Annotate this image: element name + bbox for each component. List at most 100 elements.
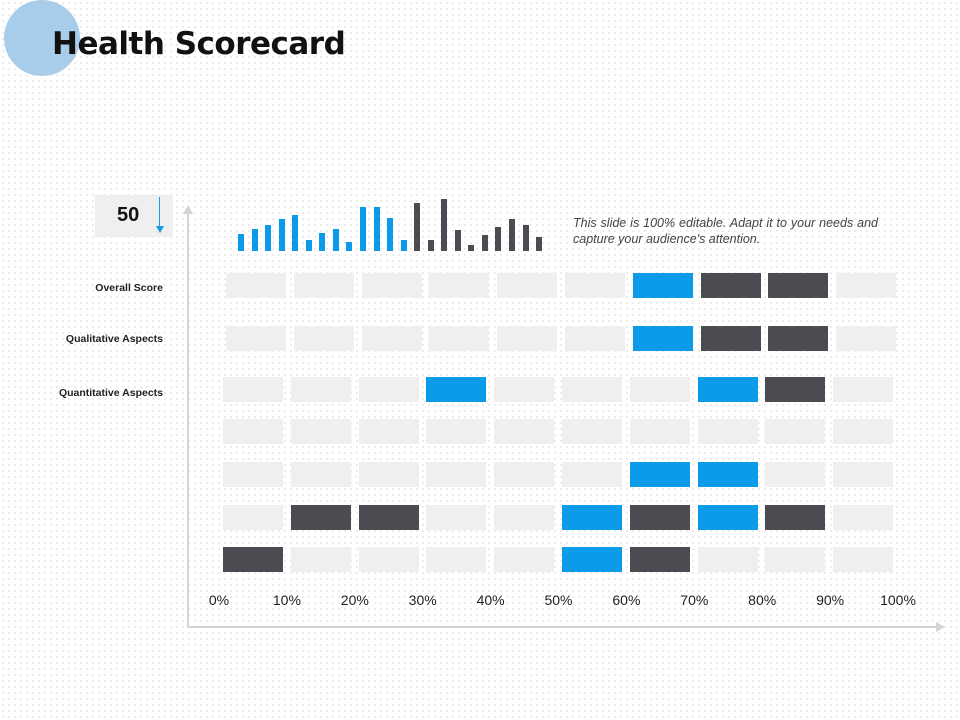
editable-note: This slide is 100% editable. Adapt it to… — [573, 216, 878, 246]
sparkline-bar — [346, 242, 353, 251]
score-cell-light — [765, 419, 826, 444]
score-cell-light — [765, 547, 826, 572]
sparkline-bar — [373, 207, 380, 251]
score-cell-light — [290, 419, 351, 444]
decorative-circle — [4, 0, 80, 76]
score-cell-light — [358, 547, 419, 572]
score-cell-light — [494, 419, 555, 444]
score-cell-light — [562, 419, 622, 444]
score-cell-light — [565, 273, 625, 298]
score-cell-light — [497, 326, 558, 351]
score-cell-blue — [697, 505, 758, 530]
x-tick-label: 60% — [612, 592, 641, 608]
x-tick-label: 30% — [408, 592, 437, 608]
score-cell-dark — [629, 505, 690, 530]
row-label-overall-score: Overall Score — [95, 282, 163, 294]
x-tick-label: 50% — [544, 592, 573, 608]
score-cell-light — [358, 462, 419, 487]
score-cell-light — [833, 462, 894, 487]
row-label-qualitative-aspects: Qualitative Aspects — [65, 333, 163, 345]
score-cell-light — [223, 462, 283, 487]
y-axis-line — [187, 212, 189, 628]
score-value: 50 — [117, 204, 140, 226]
sparkline-bar — [454, 230, 461, 251]
sparkline-bar — [265, 225, 272, 251]
score-cell-light — [833, 419, 894, 444]
score-cell-light — [833, 377, 894, 402]
score-cell-light — [629, 419, 690, 444]
score-cell-light — [226, 326, 286, 351]
score-cell-light — [429, 273, 490, 298]
score-cell-light — [836, 326, 897, 351]
score-cell-light — [697, 547, 758, 572]
score-cell-light — [358, 377, 419, 402]
score-cell-light — [494, 505, 555, 530]
score-cell-light — [223, 377, 283, 402]
score-cell-light — [494, 462, 555, 487]
score-cell-light — [290, 377, 351, 402]
score-cell-light — [293, 326, 354, 351]
x-tick-label: 100% — [880, 592, 916, 608]
sparkline-bar — [481, 235, 488, 251]
score-cell-light — [497, 273, 558, 298]
score-cell-light — [426, 505, 487, 530]
score-cell-light — [562, 377, 622, 402]
sparkline-bar — [251, 229, 258, 251]
score-cell-light — [358, 419, 419, 444]
score-cell-light — [290, 547, 351, 572]
x-tick-label: 20% — [340, 592, 369, 608]
score-cell-dark — [223, 547, 283, 572]
score-cell-light — [836, 273, 897, 298]
score-cell-dark — [290, 505, 351, 530]
sparkline-bar — [509, 219, 515, 251]
x-axis-line — [187, 626, 937, 628]
score-cell-light — [290, 462, 351, 487]
sparkline-bar — [238, 234, 244, 251]
score-cell-light — [293, 273, 354, 298]
sparkline-bar — [400, 240, 407, 251]
sparkline-bar — [292, 215, 299, 251]
sparkline-bar — [495, 227, 502, 251]
score-cell-blue — [632, 273, 693, 298]
score-cell-light — [426, 547, 487, 572]
x-tick-label: 40% — [476, 592, 505, 608]
sparkline-bar — [305, 240, 312, 251]
score-cell-dark — [358, 505, 419, 530]
score-cell-light — [223, 505, 283, 530]
score-cell-light — [765, 462, 826, 487]
score-cell-light — [429, 326, 490, 351]
sparkline-bar — [332, 229, 339, 251]
score-cell-light — [361, 326, 422, 351]
score-cell-light — [426, 419, 487, 444]
score-cell-dark — [700, 326, 761, 351]
sparkline-bar — [441, 199, 448, 251]
score-cell-dark — [768, 326, 829, 351]
score-cell-blue — [562, 505, 622, 530]
score-cell-blue — [426, 377, 487, 402]
sparkline-bar — [468, 245, 475, 251]
sparkline-bar — [536, 237, 543, 251]
score-cell-blue — [697, 462, 758, 487]
score-cell-light — [494, 377, 555, 402]
score-cell-light — [226, 273, 286, 298]
score-cell-dark — [765, 505, 826, 530]
score-cell-dark — [765, 377, 826, 402]
sparkline-bar — [522, 225, 529, 251]
score-cell-light — [565, 326, 625, 351]
sparkline-bar — [387, 218, 394, 251]
x-tick-label: 10% — [272, 592, 301, 608]
down-arrow-icon — [156, 197, 164, 235]
row-label-quantitative-aspects: Quantitative Aspects — [58, 387, 163, 399]
sparkline-bar — [427, 240, 434, 251]
sparkline-bar — [414, 203, 421, 251]
sparkline-bar — [359, 207, 366, 251]
score-cell-light — [426, 462, 487, 487]
score-cell-light — [697, 419, 758, 444]
sparkline-bar — [319, 233, 326, 251]
x-tick-label: 90% — [816, 592, 845, 608]
score-cell-dark — [700, 273, 761, 298]
score-cell-dark — [768, 273, 829, 298]
score-cell-dark — [629, 547, 690, 572]
x-tick-label: 0% — [208, 592, 230, 608]
score-cell-light — [833, 547, 894, 572]
